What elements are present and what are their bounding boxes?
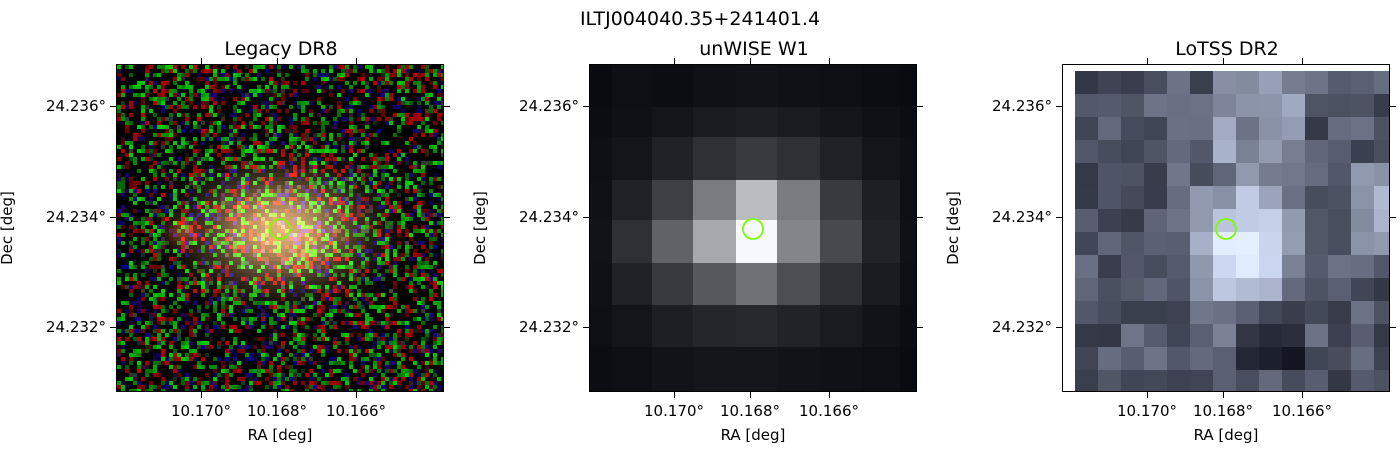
y-tick-mark: [1056, 327, 1062, 328]
y-tick-mark: [110, 327, 116, 328]
x-tick-mark-top: [277, 58, 278, 64]
panel-title-lotss: LoTSS DR2: [1175, 38, 1279, 60]
x-tick-mark: [829, 392, 830, 398]
x-tick-mark: [674, 392, 675, 398]
x-tick-mark: [201, 392, 202, 398]
x-tick-mark-top: [1302, 58, 1303, 64]
y-tick-mark: [1056, 106, 1062, 107]
figure-title: ILTJ004040.35+241401.4: [579, 8, 821, 30]
y-tick-mark-right: [444, 327, 450, 328]
y-tick-mark-right: [917, 327, 923, 328]
y-axis-label: Dec [deg]: [471, 191, 489, 265]
x-tick-mark-top: [1147, 58, 1148, 64]
y-tick-label: 24.234°: [519, 208, 579, 226]
x-tick-label: 10.168°: [247, 402, 307, 420]
y-tick-mark: [583, 106, 589, 107]
y-tick-mark: [1056, 217, 1062, 218]
y-tick-mark: [110, 106, 116, 107]
x-tick-label: 10.170°: [644, 402, 704, 420]
y-tick-label: 24.234°: [46, 208, 106, 226]
source-marker-circle: [1215, 218, 1237, 240]
x-axis-label: RA [deg]: [247, 426, 313, 444]
y-tick-label: 24.236°: [519, 97, 579, 115]
x-tick-mark-top: [750, 58, 751, 64]
y-tick-mark-right: [917, 106, 923, 107]
panel-title-legacy: Legacy DR8: [224, 38, 338, 60]
source-marker-circle: [269, 218, 291, 240]
x-tick-label: 10.166°: [1272, 402, 1332, 420]
panel-title-unwise: unWISE W1: [699, 38, 809, 60]
y-tick-mark: [583, 217, 589, 218]
y-axis-label: Dec [deg]: [0, 191, 16, 265]
y-tick-mark-right: [1390, 217, 1396, 218]
x-tick-label: 10.166°: [799, 402, 859, 420]
x-tick-label: 10.168°: [720, 402, 780, 420]
x-tick-label: 10.170°: [1117, 402, 1177, 420]
x-tick-mark-top: [674, 58, 675, 64]
unwise-image: [589, 64, 917, 392]
y-tick-label: 24.232°: [519, 318, 579, 336]
x-tick-mark: [1147, 392, 1148, 398]
source-marker-circle: [742, 218, 764, 240]
x-tick-mark: [356, 392, 357, 398]
x-tick-mark-top: [201, 58, 202, 64]
y-tick-mark-right: [1390, 106, 1396, 107]
y-tick-label: 24.232°: [992, 318, 1052, 336]
x-tick-mark-top: [829, 58, 830, 64]
y-tick-mark-right: [1390, 327, 1396, 328]
y-tick-label: 24.234°: [992, 208, 1052, 226]
lotss-image: [1062, 64, 1390, 392]
y-tick-mark-right: [444, 106, 450, 107]
x-axis-label: RA [deg]: [1193, 426, 1259, 444]
y-tick-label: 24.236°: [992, 97, 1052, 115]
x-axis-label: RA [deg]: [720, 426, 786, 444]
x-tick-mark-top: [356, 58, 357, 64]
x-tick-mark: [1223, 392, 1224, 398]
x-tick-label: 10.170°: [171, 402, 231, 420]
x-tick-label: 10.168°: [1193, 402, 1253, 420]
x-tick-mark-top: [1223, 58, 1224, 64]
y-tick-mark: [583, 327, 589, 328]
x-tick-mark: [1302, 392, 1303, 398]
y-axis-label: Dec [deg]: [944, 191, 962, 265]
x-tick-label: 10.166°: [326, 402, 386, 420]
y-tick-label: 24.232°: [46, 318, 106, 336]
y-tick-label: 24.236°: [46, 97, 106, 115]
legacy-image: [116, 64, 444, 392]
y-tick-mark: [110, 217, 116, 218]
y-tick-mark-right: [444, 217, 450, 218]
x-tick-mark: [277, 392, 278, 398]
x-tick-mark: [750, 392, 751, 398]
y-tick-mark-right: [917, 217, 923, 218]
